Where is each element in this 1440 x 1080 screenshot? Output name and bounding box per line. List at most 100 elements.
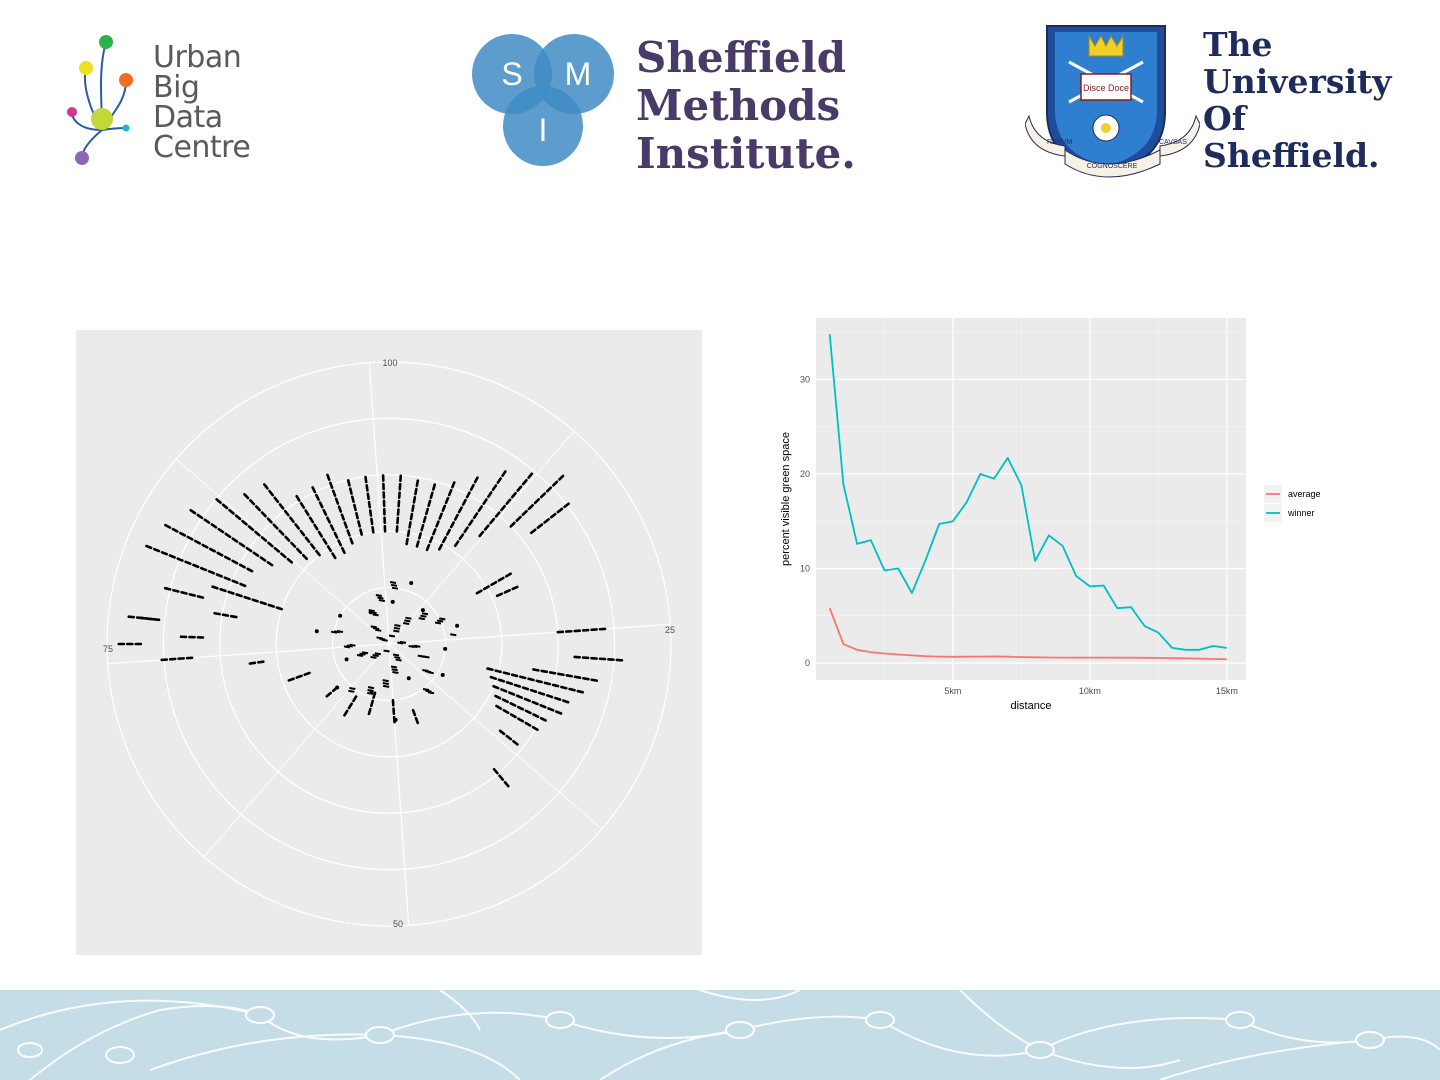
polar-point xyxy=(301,553,309,561)
smi-letter-i: I xyxy=(539,112,548,148)
y-axis-title: percent visible green space xyxy=(780,432,792,566)
smi-line-1: Sheffield xyxy=(636,33,847,82)
polar-point xyxy=(152,617,161,622)
polar-point xyxy=(280,552,287,559)
polar-point xyxy=(278,503,285,510)
polar-point xyxy=(223,555,231,561)
polar-point xyxy=(184,560,192,566)
polar-grid-ring xyxy=(219,474,559,814)
polar-point xyxy=(390,599,395,604)
polar-point xyxy=(438,543,443,551)
polar-point xyxy=(227,590,235,595)
polar-point xyxy=(411,708,417,717)
polar-point xyxy=(517,717,525,723)
polar-point xyxy=(343,645,351,649)
urban-big-data-centre-logo: Urban Big Data Centre xyxy=(60,30,260,175)
polar-point xyxy=(392,653,400,657)
polar-point xyxy=(359,528,364,536)
polar-point xyxy=(201,543,209,549)
polar-point xyxy=(304,536,311,544)
polar-point xyxy=(394,624,401,628)
polar-point xyxy=(545,486,553,493)
ubdc-line-4: Centre xyxy=(153,130,251,165)
polar-point xyxy=(415,540,420,548)
polar-point xyxy=(326,473,331,482)
polar-point xyxy=(309,543,316,550)
polar-point xyxy=(418,617,425,621)
polar-point xyxy=(370,655,377,659)
polar-point xyxy=(147,617,155,621)
polar-point xyxy=(343,709,349,717)
polar-point xyxy=(551,683,560,688)
polar-point xyxy=(412,496,417,504)
polar-point xyxy=(537,691,546,696)
polar-point xyxy=(349,643,356,647)
polar-point xyxy=(350,495,355,504)
polar-point xyxy=(333,531,339,539)
polar-point xyxy=(346,479,351,487)
x-tick-label: 5km xyxy=(944,686,961,696)
polar-point xyxy=(329,524,335,532)
polar-point xyxy=(289,516,295,524)
polar-point xyxy=(422,515,427,524)
legend-label-average: average xyxy=(1288,489,1321,499)
polar-point xyxy=(548,671,557,675)
polar-point xyxy=(372,654,379,658)
polar-point xyxy=(556,507,564,514)
polar-point xyxy=(337,505,343,513)
polar-point xyxy=(180,590,188,595)
polar-point xyxy=(521,478,528,486)
polar-point xyxy=(507,691,516,696)
polar-point xyxy=(367,500,372,509)
polar-point xyxy=(563,502,570,509)
polar-tick-label: 75 xyxy=(103,644,113,654)
polar-point xyxy=(372,613,379,617)
polar-point xyxy=(241,519,248,526)
polar-point xyxy=(509,521,516,528)
polar-point xyxy=(509,713,517,719)
polar-point xyxy=(510,491,517,499)
polar-point xyxy=(532,713,540,718)
polar-point xyxy=(524,709,532,715)
polar-point xyxy=(248,661,257,665)
polar-point xyxy=(427,499,432,508)
polar-point xyxy=(176,557,184,562)
polar-point xyxy=(211,585,219,590)
polar-point xyxy=(171,527,179,533)
line-chart-panel: 0 10 20 30 5km 10km 15km distance percent visi… xyxy=(770,318,1330,718)
polar-point xyxy=(545,694,554,699)
polar-point xyxy=(223,576,231,581)
polar-point xyxy=(422,688,430,692)
ubdc-line-3: Data xyxy=(153,100,223,135)
tuos-line-1: The xyxy=(1203,25,1273,64)
polar-point xyxy=(359,652,366,656)
polar-point xyxy=(272,523,279,530)
smi-letter-m: M xyxy=(565,56,592,92)
polar-point xyxy=(213,611,221,616)
polar-point xyxy=(295,674,303,679)
polar-point xyxy=(349,687,356,690)
polar-point xyxy=(348,689,355,693)
polar-point xyxy=(199,566,208,572)
polar-point xyxy=(368,609,375,613)
polar-point xyxy=(366,492,370,501)
polar-point xyxy=(338,613,343,618)
polar-point xyxy=(414,716,420,725)
motto-word-3: CAVSAS xyxy=(1159,139,1187,146)
polar-point xyxy=(273,496,280,504)
polar-point xyxy=(503,589,511,594)
polar-point xyxy=(489,517,496,525)
polar-point xyxy=(562,699,570,704)
polar-point xyxy=(393,717,398,722)
polar-point xyxy=(374,652,381,656)
polar-point xyxy=(217,527,225,534)
polar-point xyxy=(322,537,328,545)
polar-point xyxy=(203,518,211,524)
polar-point xyxy=(278,529,285,536)
line-chart: 0 10 20 30 5km 10km 15km distance percent visi… xyxy=(780,318,1330,712)
polar-point xyxy=(352,695,358,703)
polar-point xyxy=(347,702,353,710)
polar-point xyxy=(160,551,169,556)
polar-point xyxy=(515,694,524,699)
polar-point xyxy=(286,557,294,564)
